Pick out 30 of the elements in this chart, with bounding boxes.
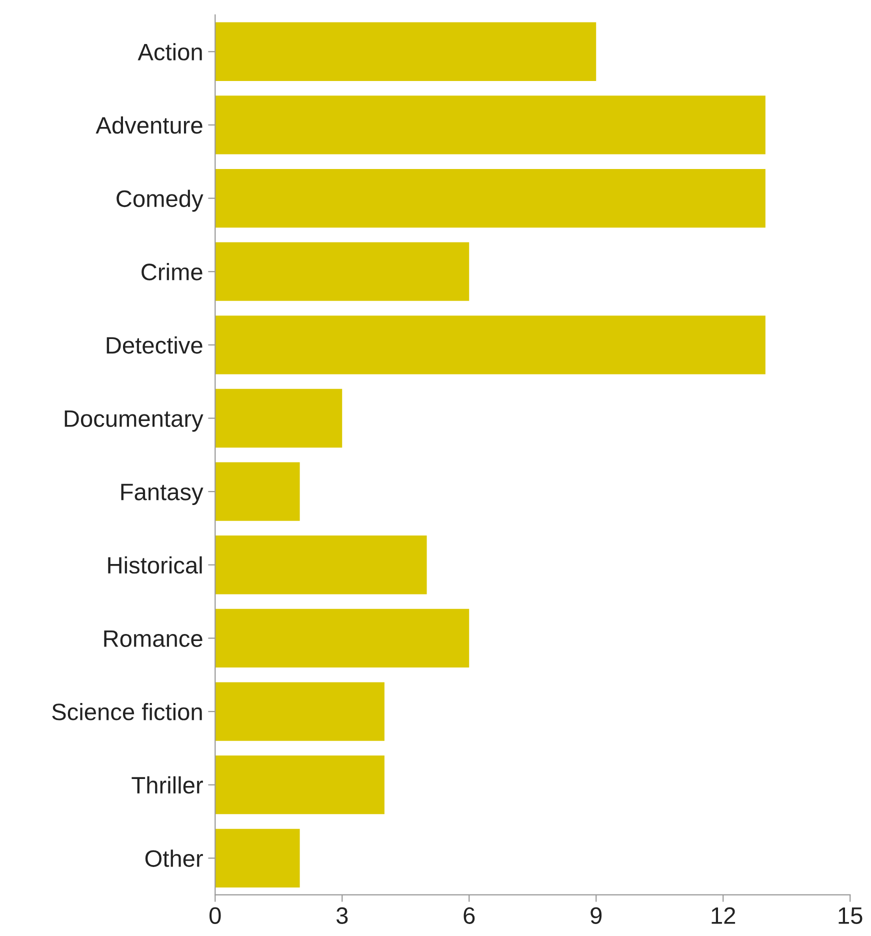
y-tick-label: Detective	[106, 336, 202, 354]
bar	[215, 316, 766, 374]
y-tick-label: Documentary	[64, 410, 204, 432]
y-tick-label: Action	[138, 43, 202, 60]
bar	[215, 96, 766, 154]
x-tick-label: 3	[336, 907, 348, 924]
y-tick-label: Other	[145, 850, 203, 867]
x-tick-label: 15	[838, 907, 862, 924]
y-tick-label: Thriller	[132, 776, 203, 794]
x-tick-label: 12	[712, 907, 736, 924]
bar	[215, 536, 427, 594]
bar	[215, 828, 300, 888]
bar	[215, 462, 300, 521]
bar	[215, 388, 342, 448]
y-tick-label: Adventure	[96, 116, 202, 134]
y-tick-label: Romance	[104, 630, 202, 647]
bar	[215, 242, 470, 301]
x-tick-label: 9	[590, 907, 602, 924]
y-tick-label: Comedy	[116, 190, 204, 212]
x-tick-label: 0	[209, 907, 221, 924]
y-tick-label: Fantasy	[121, 484, 204, 506]
bar	[215, 168, 766, 228]
bar	[215, 22, 596, 81]
bar	[215, 682, 384, 741]
y-tick-label: Crime	[142, 263, 202, 280]
y-tick-label: Historical	[108, 556, 202, 574]
x-tick-label: 6	[464, 907, 475, 924]
bar	[215, 756, 384, 814]
bar	[215, 608, 470, 668]
y-tick-label: Science fiction	[52, 702, 202, 720]
